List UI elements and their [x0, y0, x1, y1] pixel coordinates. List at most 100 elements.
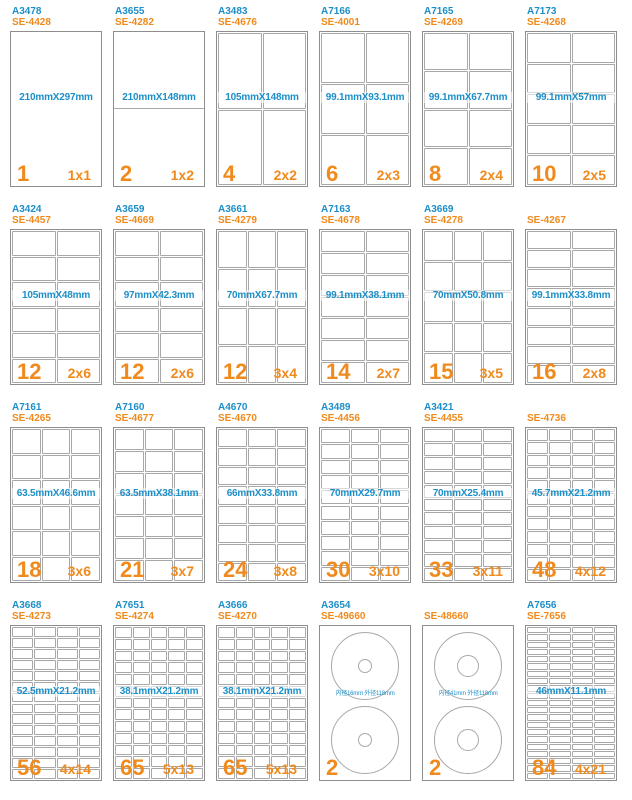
label-cell — [453, 526, 483, 540]
label-cell — [571, 231, 615, 250]
label-cell — [549, 750, 571, 758]
label-cell — [350, 429, 380, 444]
label-sheet-card[interactable]: A7651 SE-4274 38.1mmX21.2mm 65 5x13 — [103, 594, 205, 792]
label-cell — [571, 454, 593, 467]
label-cell — [289, 627, 306, 638]
label-sheet-card[interactable]: A7656 SE-7656 46mmX11.1mm 84 4x21 — [515, 594, 617, 792]
label-cell — [186, 709, 203, 721]
label-cell — [41, 454, 71, 479]
label-cell — [150, 709, 168, 721]
label-cell — [218, 448, 247, 467]
label-sheet-card[interactable]: A7161 SE-4265 63.5mmX46.6mm 18 3x6 — [0, 396, 102, 594]
label-cell — [321, 318, 365, 340]
label-cell — [150, 638, 168, 650]
label-dimensions: 210mmX297mm — [11, 92, 101, 103]
label-cell — [527, 634, 549, 641]
label-dimensions: 38.1mmX21.2mm — [114, 686, 204, 697]
label-cell — [150, 732, 168, 744]
label-cell — [34, 703, 56, 714]
label-cell — [235, 638, 253, 650]
label-cell — [321, 444, 350, 459]
cd-label-hole — [358, 733, 372, 747]
label-cell — [483, 540, 512, 554]
sheet-preview: 97mmX42.3mm 12 2x6 — [113, 229, 205, 385]
label-sheet-card[interactable]: A7166 SE-4001 99.1mmX93.1mm 6 2x3 — [309, 0, 411, 198]
labels-per-sheet: 21 — [120, 557, 145, 582]
label-cell — [218, 505, 247, 524]
label-cell — [483, 526, 512, 540]
label-cell — [247, 307, 277, 345]
label-cell — [593, 772, 615, 779]
label-cell — [483, 442, 512, 456]
label-cell — [549, 641, 571, 648]
label-cell — [549, 721, 571, 728]
label-cell — [527, 518, 549, 530]
label-sheet-card[interactable]: SE-4267 99.1mmX33.8mm 16 2x8 — [515, 198, 617, 396]
label-cell — [56, 714, 78, 725]
grid-layout: 2x4 — [479, 167, 503, 183]
label-cell — [186, 732, 203, 744]
label-cell — [132, 721, 150, 732]
label-cell — [365, 340, 409, 362]
label-dimensions: 99.1mmX93.1mm — [320, 92, 410, 103]
label-cell — [527, 678, 549, 685]
label-cell — [549, 569, 571, 581]
label-cell — [424, 109, 468, 147]
label-sheet-card[interactable]: SE-48660 内径41mm 外径118mm 2 — [412, 594, 514, 792]
label-sheet-card[interactable]: A4670 SE-4670 66mmX33.8mm 24 3x8 — [206, 396, 308, 594]
label-cell — [549, 648, 571, 656]
sheet-preview: 内径41mm 外径118mm 2 — [422, 625, 514, 781]
label-cell — [549, 758, 571, 765]
label-cell — [527, 663, 549, 670]
label-cell — [453, 512, 483, 526]
label-cell — [571, 518, 593, 530]
label-cell — [253, 674, 271, 685]
label-dimensions: 66mmX33.8mm — [217, 488, 307, 499]
label-cell — [527, 765, 549, 772]
product-code: A3669 — [424, 204, 454, 215]
label-sheet-card[interactable]: A7173 SE-4268 99.1mmX57mm 10 2x5 — [515, 0, 617, 198]
label-sheet-card[interactable]: A3659 SE-4669 97mmX42.3mm 12 2x6 — [103, 198, 205, 396]
label-cell — [12, 256, 56, 281]
label-sheet-card[interactable]: A7160 SE-4677 63.5mmX38.1mm 21 3x7 — [103, 396, 205, 594]
label-cell — [34, 670, 56, 681]
label-sheet-card[interactable]: A3661 SE-4279 70mmX67.7mm 12 3x4 — [206, 198, 308, 396]
label-cell — [321, 340, 365, 362]
label-cell — [571, 772, 593, 779]
label-cell — [71, 454, 100, 479]
product-code: A3483 — [218, 6, 248, 17]
label-sheet-card[interactable]: A3421 SE-4455 70mmX25.4mm 33 3x11 — [412, 396, 514, 594]
label-cell — [186, 721, 203, 732]
label-cell — [350, 505, 380, 520]
label-sheet-card[interactable]: A3668 SE-4273 52.5mmX21.2mm 56 4x14 — [0, 594, 102, 792]
label-sheet-card[interactable]: A3669 SE-4278 70mmX50.8mm 15 3x5 — [412, 198, 514, 396]
label-cell — [483, 322, 512, 353]
label-sheet-card[interactable]: A7163 SE-4678 99.1mmX38.1mm 14 2x7 — [309, 198, 411, 396]
label-cell — [186, 638, 203, 650]
label-cell — [186, 627, 203, 638]
label-cell — [593, 467, 615, 479]
label-cell — [424, 261, 453, 292]
label-sheet-card[interactable]: A3666 SE-4270 38.1mmX21.2mm 65 5x13 — [206, 594, 308, 792]
label-sheet-card[interactable]: A3483 SE-4676 105mmX148mm 4 2x2 — [206, 0, 308, 198]
label-sheet-card[interactable]: A3424 SE-4457 105mmX48mm 12 2x6 — [0, 198, 102, 396]
label-cell — [289, 662, 306, 674]
label-sheet-card[interactable]: A3654 SE-49660 内径16mm 外径118mm 2 — [309, 594, 411, 792]
label-sheet-card[interactable]: A3489 SE-4456 70mmX29.7mm 30 3x10 — [309, 396, 411, 594]
label-sheet-card[interactable]: SE-4736 45.7mmX21.2mm 48 4x12 — [515, 396, 617, 594]
label-cell — [56, 333, 100, 358]
product-code: A3489 — [321, 402, 351, 413]
se-code: SE-4670 — [218, 413, 257, 424]
product-code: A7160 — [115, 402, 145, 413]
label-sheet-card[interactable]: A3478 SE-4428 210mmX297mm 1 1x1 — [0, 0, 102, 198]
label-cell — [593, 750, 615, 758]
grid-layout: 2x8 — [582, 365, 606, 381]
grid-layout: 2x2 — [273, 167, 297, 183]
label-sheet-card[interactable]: A3655 SE-4282 210mmX148mm 2 1x2 — [103, 0, 205, 198]
label-sheet-card[interactable]: A7165 SE-4269 99.1mmX67.7mm 8 2x4 — [412, 0, 514, 198]
label-cell — [78, 703, 100, 714]
product-code: A4670 — [218, 402, 248, 413]
label-cell — [56, 769, 78, 779]
label-cell — [150, 662, 168, 674]
label-cell — [186, 662, 203, 674]
